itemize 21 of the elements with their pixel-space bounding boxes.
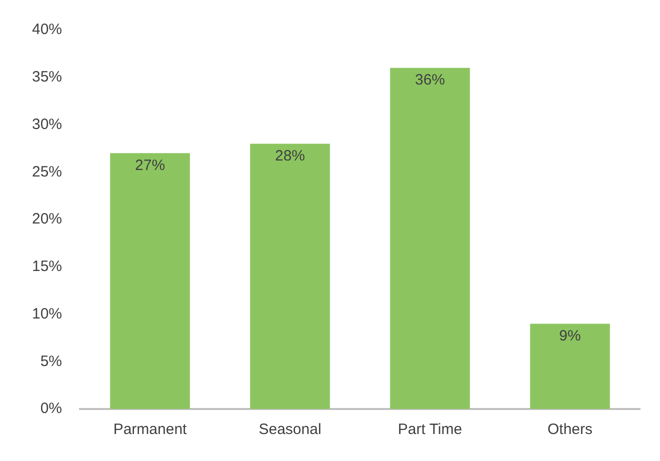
- x-tick-label: Part Time: [398, 421, 462, 438]
- y-tick-label: 5%: [40, 352, 62, 370]
- y-tick-label: 40%: [32, 21, 62, 38]
- x-tick-label: Parmanent: [113, 421, 188, 438]
- bar: [110, 153, 190, 409]
- bar: [390, 68, 470, 409]
- bar: [530, 324, 610, 409]
- data-label: 27%: [135, 156, 166, 174]
- y-tick-label: 15%: [32, 258, 62, 276]
- y-tick-label: 35%: [32, 68, 62, 86]
- bar: [250, 144, 330, 409]
- y-tick-label: 10%: [32, 305, 62, 322]
- data-label: 28%: [275, 147, 306, 164]
- x-tick-label: Seasonal: [258, 421, 322, 438]
- y-tick-label: 25%: [32, 163, 62, 180]
- data-label: 9%: [559, 327, 581, 344]
- x-tick-label: Others: [547, 421, 593, 438]
- y-tick-label: 20%: [32, 210, 62, 228]
- y-tick-label: 30%: [32, 116, 62, 133]
- data-label: 36%: [414, 72, 446, 89]
- y-tick-label: 0%: [40, 400, 62, 418]
